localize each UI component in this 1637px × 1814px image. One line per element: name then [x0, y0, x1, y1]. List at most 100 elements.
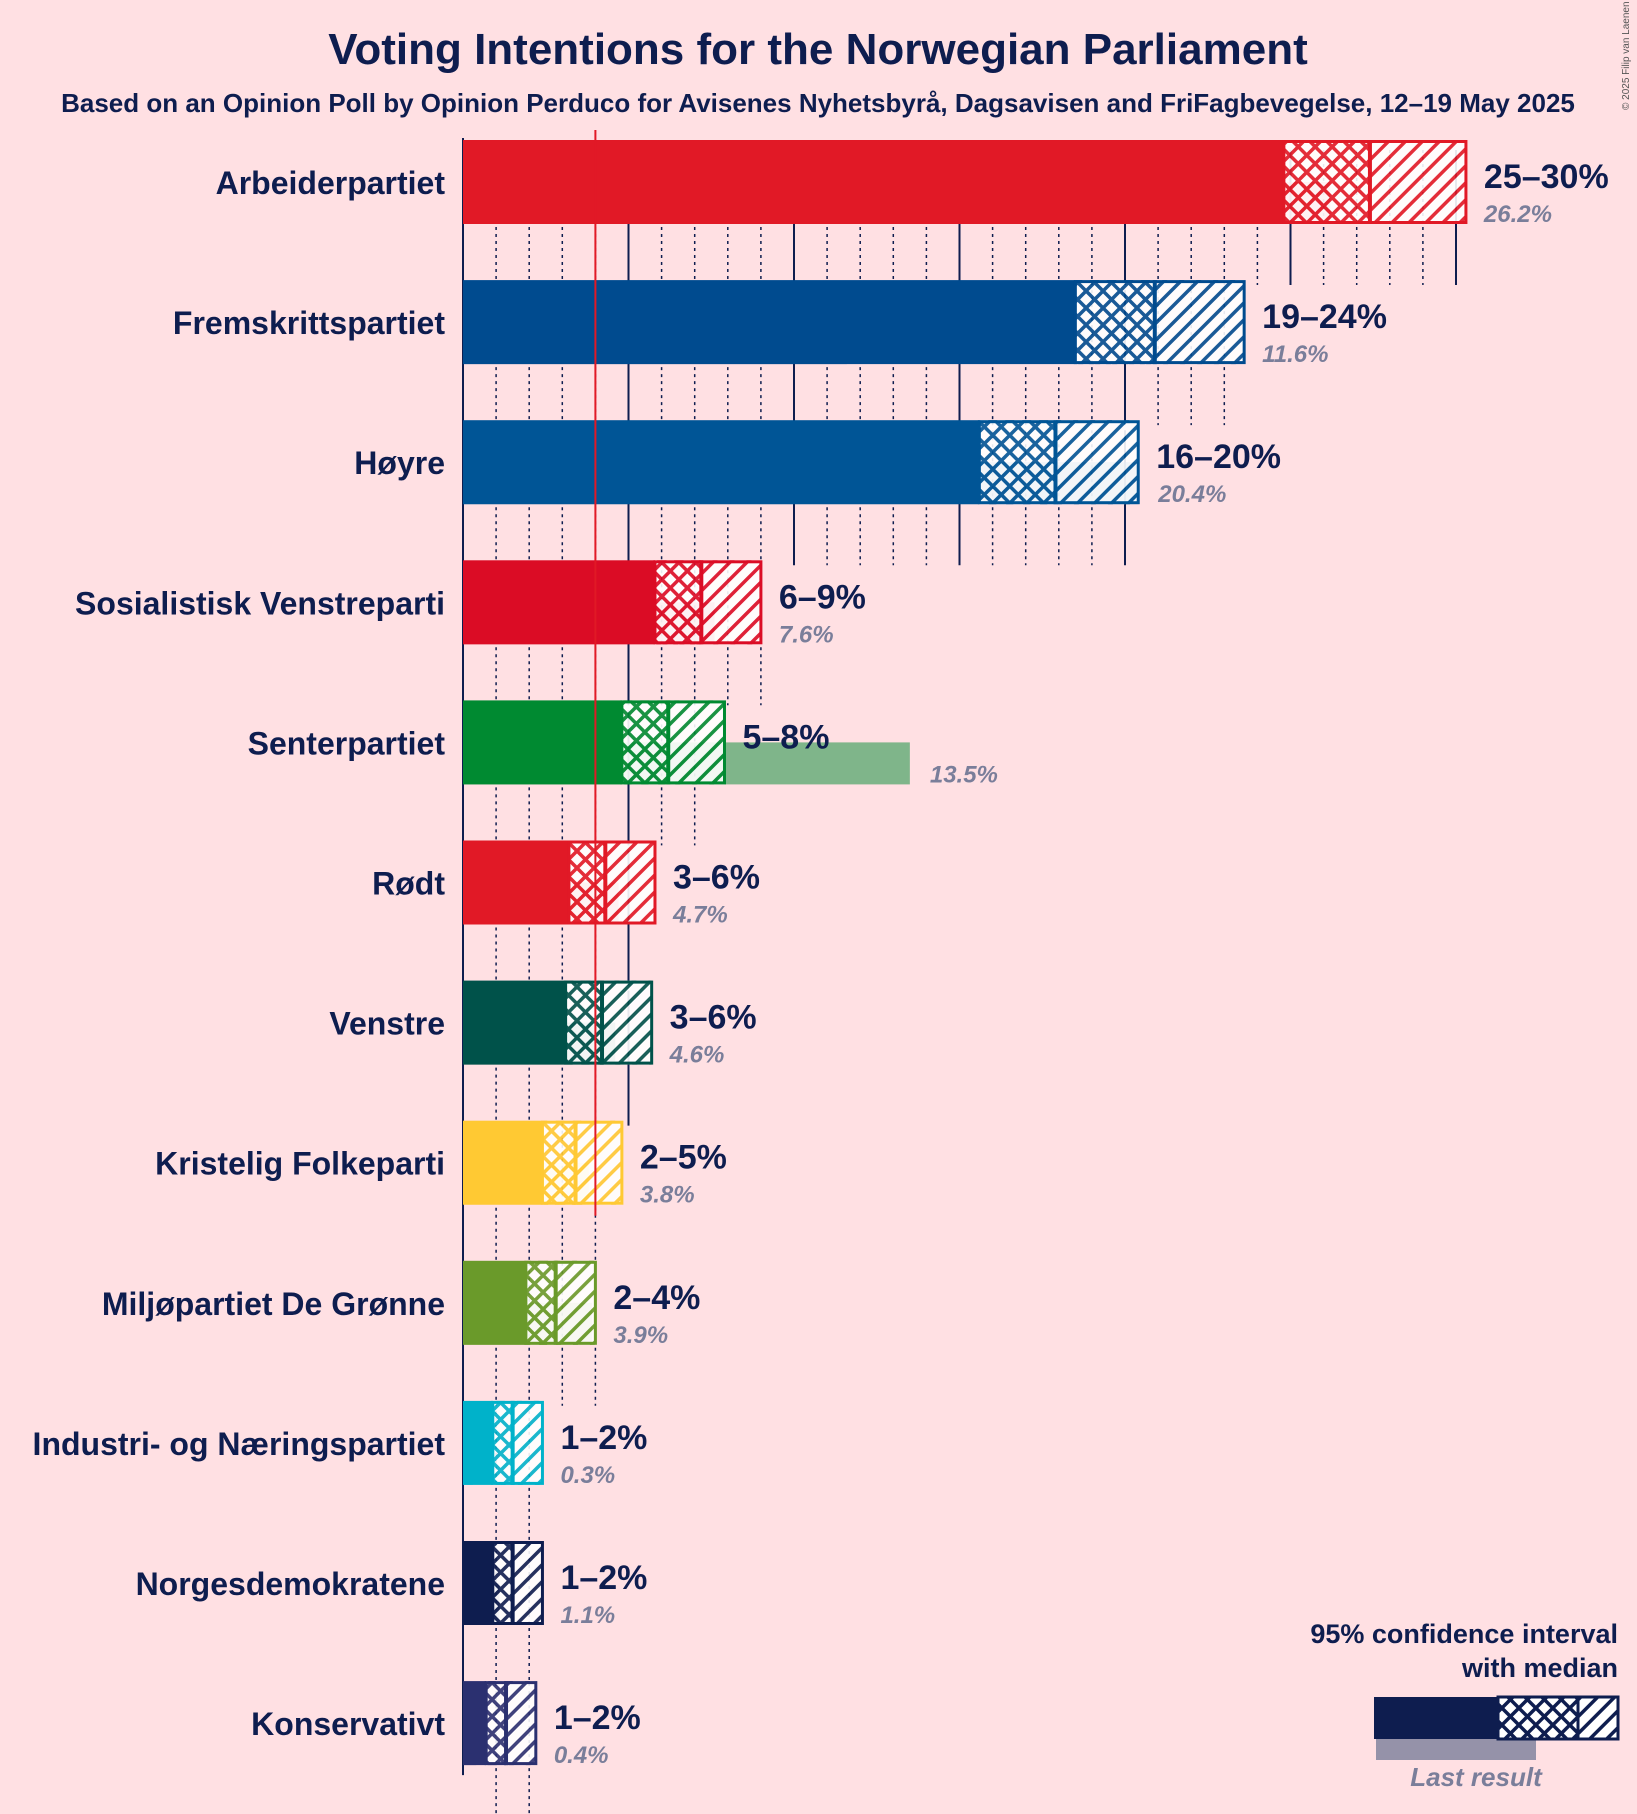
- range-label: 5–8%: [742, 718, 829, 756]
- last-result-label: 0.4%: [554, 1742, 609, 1769]
- chart-title: Voting Intentions for the Norwegian Parl…: [328, 25, 1308, 74]
- ci-median-hatch: [486, 1681, 507, 1766]
- legend-solid-bar: [1374, 1697, 1498, 1739]
- ci-outline: [620, 700, 726, 785]
- legend-cross-hatch: [1496, 1695, 1580, 1741]
- ci-outline: [524, 1260, 597, 1345]
- ci-outline: [540, 1120, 624, 1205]
- range-label: 2–4%: [613, 1279, 700, 1317]
- last-result-label: 13.5%: [930, 761, 998, 788]
- ci-outline: [491, 1541, 544, 1625]
- last-result-label: 26.2%: [1483, 201, 1552, 228]
- party-row: Venstre 3–6% 4.6%: [329, 980, 757, 1126]
- range-label: 1–2%: [560, 1419, 647, 1457]
- ci-median-hatch: [492, 1541, 513, 1625]
- ci-solid-bar: [463, 420, 980, 505]
- party-label: Kristelig Folkeparti: [155, 1146, 445, 1182]
- last-result-label: 11.6%: [1262, 341, 1328, 368]
- ci-outline: [484, 1681, 538, 1766]
- ci-median-hatch: [568, 840, 606, 925]
- party-label: Arbeiderpartiet: [216, 165, 446, 201]
- range-label: 16–20%: [1156, 438, 1281, 476]
- ci-upper-hatch: [1055, 420, 1139, 505]
- ci-median-hatch: [492, 1400, 513, 1485]
- ci-outline: [1073, 280, 1246, 365]
- party-row: Sosialistisk Venstreparti 6–9% 7.6%: [75, 560, 866, 706]
- ci-upper-hatch: [701, 560, 761, 645]
- ci-median-hatch: [979, 420, 1056, 505]
- ci-outline: [1282, 140, 1468, 224]
- legend-ci-label: 95% confidence interval: [1310, 1619, 1618, 1649]
- party-label: Konservativt: [251, 1706, 445, 1742]
- last-result-label: 7.6%: [779, 621, 834, 648]
- ci-upper-hatch: [512, 1400, 543, 1485]
- party-row: Arbeiderpartiet 25–30% 26.2%: [216, 140, 1609, 285]
- range-label: 1–2%: [560, 1559, 647, 1597]
- ci-median-hatch: [525, 1260, 556, 1345]
- ci-upper-hatch: [575, 1120, 622, 1205]
- ci-median-hatch: [542, 1120, 576, 1205]
- range-label: 2–5%: [640, 1139, 727, 1177]
- ci-solid-bar: [463, 1120, 543, 1205]
- ci-upper-hatch: [605, 840, 655, 925]
- bars: Arbeiderpartiet 25–30% 26.2% Fremskrittspar…: [33, 140, 1609, 1814]
- ci-outline: [653, 560, 763, 645]
- ci-upper-hatch: [555, 1260, 596, 1345]
- range-label: 3–6%: [673, 859, 760, 897]
- party-label: Miljøpartiet De Grønne: [102, 1286, 445, 1322]
- ci-solid-bar: [463, 1681, 487, 1766]
- ci-upper-hatch: [512, 1541, 543, 1625]
- ci-solid-bar: [463, 140, 1284, 224]
- party-row: Norgesdemokratene 1–2% 1.1%: [136, 1541, 647, 1686]
- range-label: 1–2%: [554, 1699, 641, 1737]
- range-label: 19–24%: [1262, 298, 1387, 336]
- party-label: Sosialistisk Venstreparti: [75, 585, 445, 621]
- party-row: Kristelig Folkeparti 2–5% 3.8%: [155, 1120, 727, 1266]
- ci-outline: [491, 1400, 544, 1485]
- party-row: Fremskrittspartiet 19–24% 11.6%: [173, 280, 1387, 426]
- legend: 95% confidence interval with median Last…: [1310, 1619, 1620, 1792]
- last-result-label: 0.3%: [560, 1462, 615, 1489]
- ci-median-hatch: [654, 560, 702, 645]
- party-row: Konservativt 1–2% 0.4%: [251, 1681, 641, 1814]
- party-label: Fremskrittspartiet: [173, 305, 445, 341]
- ci-solid-bar: [463, 1400, 493, 1485]
- range-label: 6–9%: [779, 578, 866, 616]
- party-label: Venstre: [329, 1006, 445, 1042]
- ci-median-hatch: [1075, 280, 1155, 365]
- party-label: Norgesdemokratene: [136, 1566, 445, 1602]
- copyright: © 2025 Filip van Laenen: [1621, 1, 1632, 110]
- ci-median-hatch: [621, 700, 669, 785]
- last-result-label: 3.8%: [640, 1182, 695, 1209]
- legend-diag-hatch: [1576, 1695, 1620, 1741]
- ci-upper-hatch: [1154, 280, 1245, 365]
- ci-upper-hatch: [506, 1681, 536, 1766]
- last-result-label: 4.6%: [669, 1042, 725, 1069]
- ci-solid-bar: [463, 840, 569, 925]
- party-row: Industri- og Næringspartiet 1–2% 0.3%: [33, 1400, 647, 1546]
- party-label: Senterpartiet: [248, 725, 446, 761]
- party-row: Miljøpartiet De Grønne 2–4% 3.9%: [102, 1260, 700, 1406]
- last-result-label: 4.7%: [672, 902, 728, 929]
- ci-upper-hatch: [668, 700, 725, 785]
- party-row: Senterpartiet 5–8% 13.5%: [248, 700, 998, 846]
- party-row: Rødt 3–6% 4.7%: [372, 840, 760, 986]
- ci-upper-hatch: [602, 980, 652, 1065]
- last-result-label: 1.1%: [560, 1602, 615, 1629]
- ci-solid-bar: [463, 700, 622, 785]
- ci-median-hatch: [1283, 140, 1370, 224]
- party-label: Industri- og Næringspartiet: [33, 1426, 446, 1462]
- ci-outline: [567, 840, 657, 925]
- legend-median-label: with median: [1461, 1653, 1618, 1683]
- ci-solid-bar: [463, 280, 1076, 365]
- ci-upper-hatch: [1369, 140, 1466, 224]
- last-result-label: 20.4%: [1157, 481, 1226, 508]
- ci-median-hatch: [565, 980, 603, 1065]
- ci-outline: [977, 420, 1140, 505]
- chart-subtitle: Based on an Opinion Poll by Opinion Perd…: [61, 88, 1575, 118]
- ci-solid-bar: [463, 980, 566, 1065]
- ci-solid-bar: [463, 1541, 493, 1625]
- ci-outline: [564, 980, 654, 1065]
- last-result-label: 3.9%: [613, 1322, 668, 1349]
